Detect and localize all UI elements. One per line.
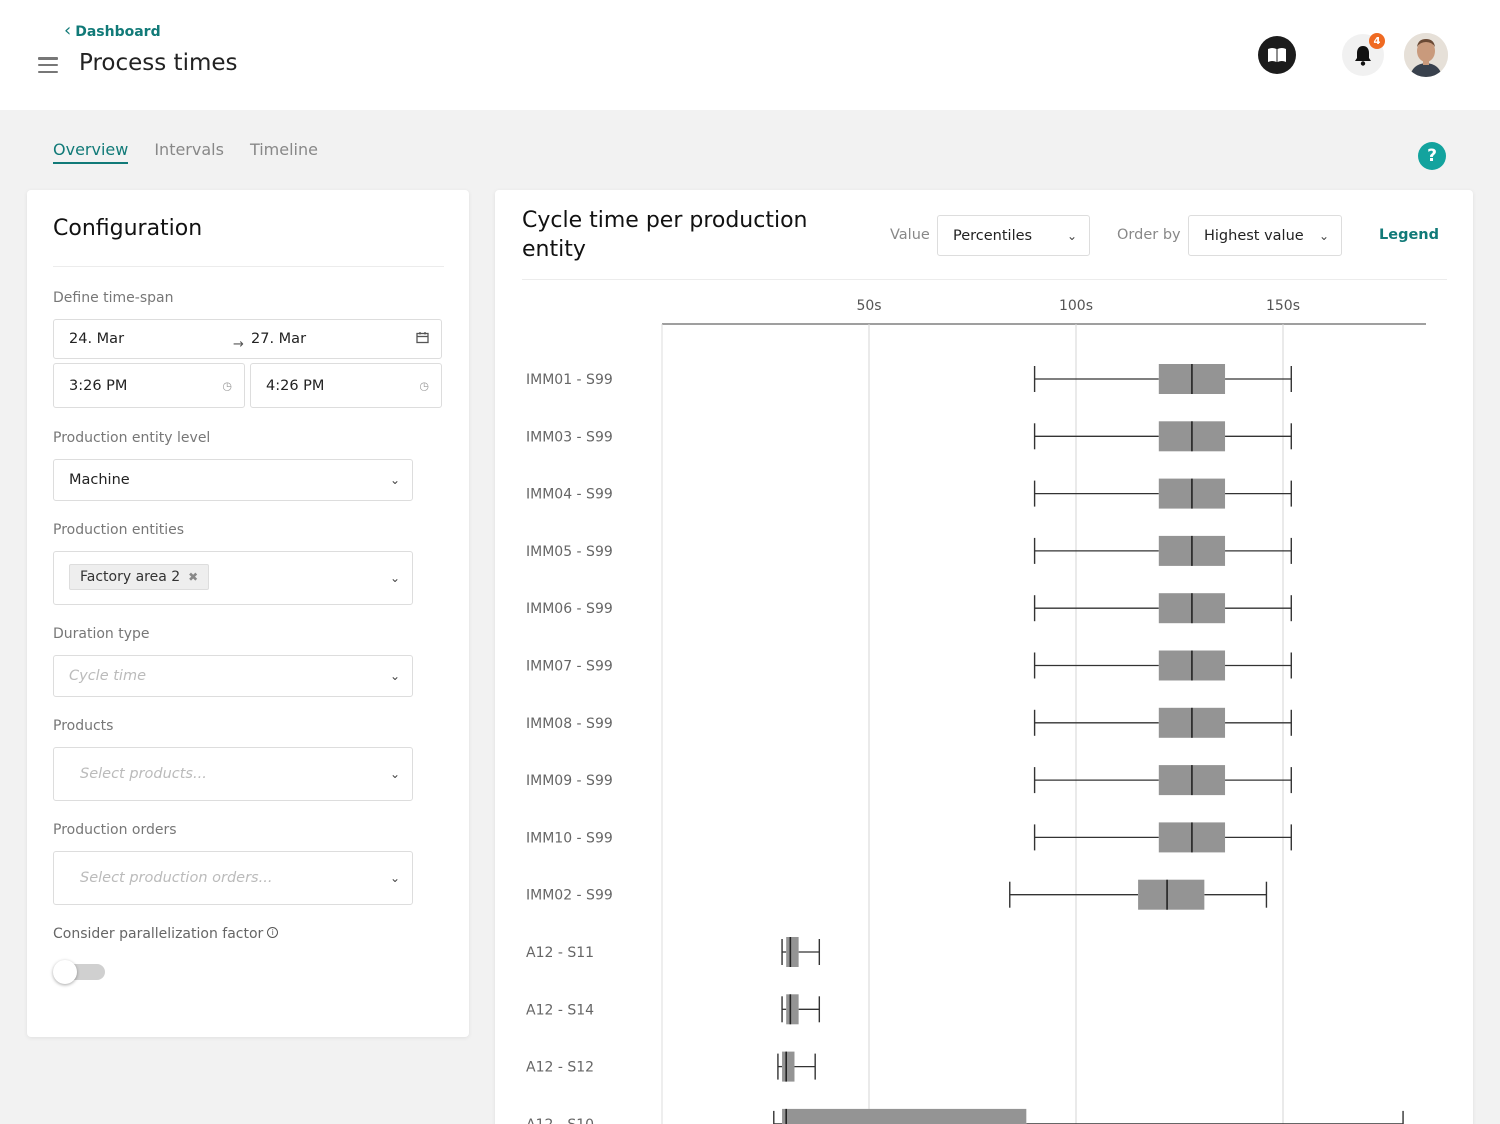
products-select[interactable]: Select products... ⌄ <box>53 747 413 801</box>
iqr-box <box>782 1051 795 1082</box>
chevron-down-icon: ⌄ <box>389 669 400 683</box>
chevron-down-icon: ⌄ <box>389 571 400 585</box>
row-label: IMM02 - S99 <box>526 888 613 904</box>
tab-intervals[interactable]: Intervals <box>154 140 224 159</box>
chevron-down-icon: ⌄ <box>389 767 400 781</box>
help-button[interactable]: ? <box>1418 142 1446 170</box>
row-label: IMM03 - S99 <box>526 429 613 445</box>
book-button[interactable] <box>1258 36 1296 74</box>
date-range-input[interactable]: 24. Mar 27. Mar <box>53 319 442 359</box>
time-to-value: 4:26 PM <box>266 377 325 394</box>
row-label: IMM06 - S99 <box>526 601 613 617</box>
time-to-input[interactable]: 4:26 PM ◷ <box>250 363 442 408</box>
duration-type-placeholder: Cycle time <box>69 668 146 684</box>
bell-icon <box>1355 46 1371 66</box>
entity-level-label: Production entity level <box>53 430 211 446</box>
view-tabs: Overview Intervals Timeline <box>53 140 318 164</box>
calendar-icon[interactable] <box>416 332 429 347</box>
value-select[interactable]: Percentiles ⌄ <box>937 215 1090 256</box>
row-label: A12 - S12 <box>526 1060 594 1076</box>
time-span-label: Define time-span <box>53 290 174 306</box>
chevron-down-icon: ⌄ <box>1318 228 1329 243</box>
iqr-box <box>782 1108 1027 1124</box>
chevron-down-icon: ⌄ <box>1066 228 1077 243</box>
remove-tag-icon[interactable]: ✖ <box>188 570 199 584</box>
top-header: ‹ Dashboard Process times 4 <box>0 0 1500 110</box>
order-selected: Highest value <box>1204 227 1304 244</box>
duration-type-label: Duration type <box>53 626 150 642</box>
value-label: Value <box>890 227 930 243</box>
order-select[interactable]: Highest value ⌄ <box>1188 215 1342 256</box>
duration-type-select[interactable]: Cycle time ⌄ <box>53 655 413 697</box>
configuration-panel: Configuration Define time-span 24. Mar 2… <box>27 190 469 1037</box>
orders-select[interactable]: Select production orders... ⌄ <box>53 851 413 905</box>
page-title: Process times <box>79 50 238 76</box>
chevron-down-icon: ⌄ <box>389 473 400 487</box>
book-icon <box>1268 48 1286 62</box>
tab-timeline[interactable]: Timeline <box>249 140 318 159</box>
parallelization-label-row: Consider parallelization factor i <box>53 926 279 942</box>
parallelization-toggle[interactable] <box>53 960 107 984</box>
legend-link[interactable]: Legend <box>1379 227 1439 243</box>
configuration-title: Configuration <box>53 216 203 241</box>
row-label: IMM01 - S99 <box>526 372 613 388</box>
time-from-input[interactable]: 3:26 PM ◷ <box>53 363 245 408</box>
entity-tag-label: Factory area 2 <box>80 569 181 585</box>
orders-label: Production orders <box>53 822 177 838</box>
parallelization-label: Consider parallelization factor <box>53 926 264 942</box>
products-label: Products <box>53 718 114 734</box>
orders-placeholder: Select production orders... <box>80 870 273 886</box>
arrow-right-icon: → <box>233 337 244 352</box>
divider <box>53 266 444 267</box>
time-from-value: 3:26 PM <box>69 377 128 394</box>
iqr-box <box>786 937 799 967</box>
x-tick-label: 150s <box>1266 298 1300 314</box>
date-to-value: 27. Mar <box>251 331 307 347</box>
back-to-dashboard-link[interactable]: ‹ Dashboard <box>64 19 161 41</box>
value-selected: Percentiles <box>953 227 1033 244</box>
row-label: IMM10 - S99 <box>526 830 613 846</box>
divider <box>522 279 1447 280</box>
boxplot-chart: 50s 100s 150s IMM01 - S99 IMM03 - S99 IMM04 -… <box>526 298 1426 1124</box>
iqr-box <box>1138 879 1205 910</box>
iqr-box <box>786 994 799 1025</box>
x-tick-label: 50s <box>856 298 881 314</box>
chevron-down-icon: ⌄ <box>389 871 400 885</box>
entity-level-select[interactable]: Machine ⌄ <box>53 459 413 501</box>
date-from-value: 24. Mar <box>69 331 125 347</box>
row-label: IMM05 - S99 <box>526 544 613 560</box>
hamburger-menu-icon[interactable] <box>38 57 58 73</box>
clock-icon: ◷ <box>419 379 429 392</box>
chart-title: Cycle time per production entity <box>522 208 808 262</box>
row-label: A12 - S11 <box>526 945 594 961</box>
notification-count-badge: 4 <box>1369 33 1385 49</box>
tab-overview[interactable]: Overview <box>53 140 129 164</box>
entities-label: Production entities <box>53 522 185 538</box>
row-label: IMM04 - S99 <box>526 487 613 503</box>
back-link-label: Dashboard <box>75 24 161 40</box>
info-icon[interactable]: i <box>267 927 279 938</box>
row-label: IMM08 - S99 <box>526 716 613 732</box>
row-label: A12 - S10 <box>526 1117 594 1124</box>
entity-tag[interactable]: Factory area 2 ✖ <box>69 564 210 590</box>
row-label: IMM09 - S99 <box>526 773 613 789</box>
chevron-left-icon: ‹ <box>64 19 72 41</box>
row-label: A12 - S14 <box>526 1002 594 1018</box>
row-label: IMM07 - S99 <box>526 659 613 675</box>
entity-level-value: Machine <box>69 472 130 488</box>
x-tick-label: 100s <box>1059 298 1093 314</box>
chart-panel: Cycle time per production entity Value P… <box>495 190 1473 1124</box>
products-placeholder: Select products... <box>80 766 207 782</box>
clock-icon: ◷ <box>222 379 232 392</box>
order-label: Order by <box>1117 227 1181 243</box>
user-avatar[interactable] <box>1404 33 1448 77</box>
